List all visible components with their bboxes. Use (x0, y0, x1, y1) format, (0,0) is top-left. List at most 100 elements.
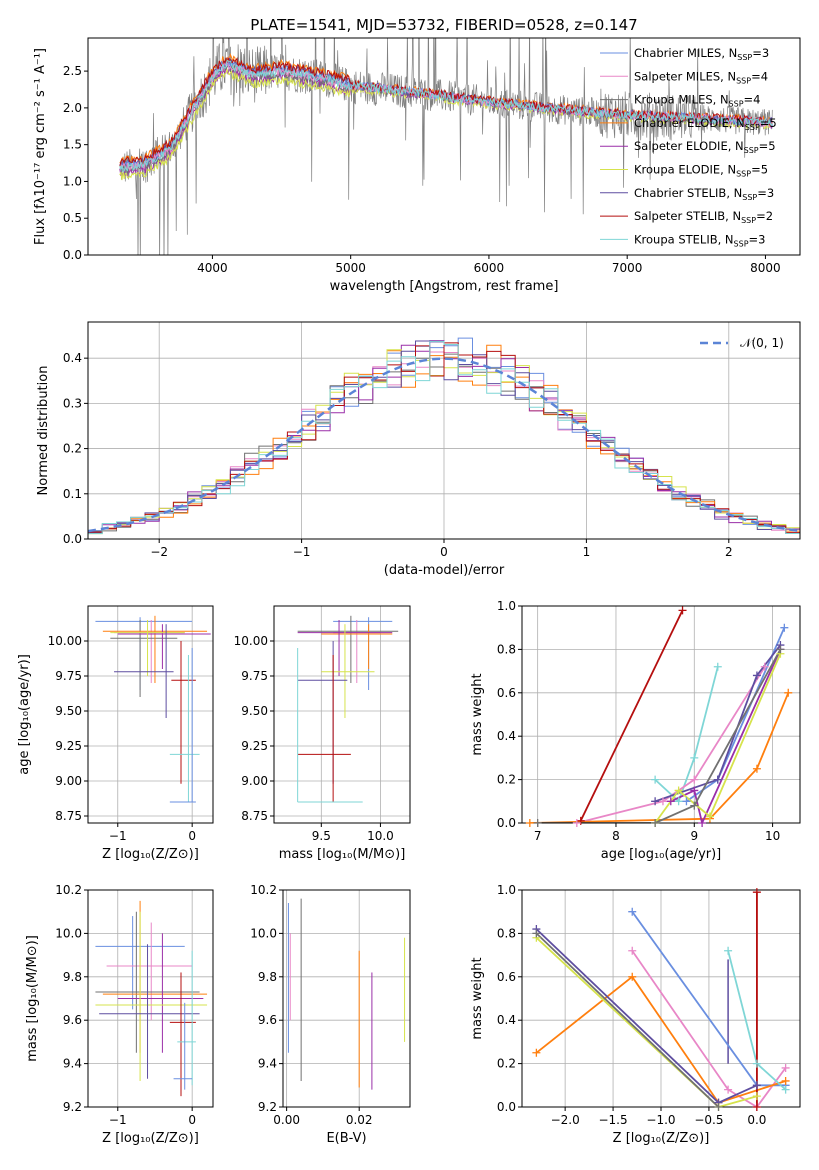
x-axis-label: Z [log₁₀(Z/Z⊙)] (102, 847, 199, 862)
y-tick-label: 2.5 (63, 64, 82, 78)
histogram-series (88, 340, 800, 535)
weight-marker (682, 797, 691, 806)
x-tick-label: −1 (109, 829, 127, 843)
y-tick-label: 0.0 (63, 532, 82, 546)
weight-marker (666, 797, 675, 806)
observed-spectrum (119, 38, 773, 255)
y-tick-label: 0.8 (497, 642, 516, 656)
x-tick-label: 9 (690, 829, 698, 843)
x-tick-label: 6000 (474, 261, 505, 275)
weight-marker (752, 1059, 761, 1068)
weight-marker (780, 623, 789, 632)
y-tick-label: 9.25 (241, 739, 268, 753)
y-axis-label: age [log₁₀(age/yr)] (17, 654, 32, 775)
weight-series-line (535, 928, 758, 1104)
axes-mass-vs-ebv: 0.00 0.02 9.2 9.4 9.6 9.8 10.0 10.2 E(B-V) (250, 883, 411, 1146)
x-tick-label: 7000 (612, 261, 643, 275)
x-axis-label: Z [log₁₀(Z/Z⊙)] (102, 1131, 199, 1146)
weight-marker (533, 819, 542, 827)
y-tick-label: 0.0 (497, 1100, 516, 1114)
weight-marker (752, 1103, 761, 1111)
y-axis-label: mass weight (470, 673, 485, 755)
weight-marker (690, 786, 699, 795)
axes-residuals: −2 −1 0 1 2 0.0 0.1 0.2 0.3 0.4 (data-model)/error… (36, 321, 801, 578)
y-tick-label: 2.0 (63, 101, 82, 115)
axes-frame (87, 37, 801, 256)
weight-series-line (535, 975, 786, 1104)
x-axis-label: wavelength [Angstrom, rest frame] (330, 279, 559, 294)
x-axis-label: Z [log₁₀(Z/Z⊙)] (613, 1131, 710, 1146)
weight-series-line (654, 666, 719, 803)
axes-age-vs-mass: 9.5 10.0 8.75 9.00 9.25 9.50 9.75 10.00 mass [lo… (234, 605, 411, 862)
legend-label: Kroupa STELIB, NSSP=3 (634, 232, 765, 248)
x-tick-label: 4000 (197, 261, 228, 275)
y-tick-label: 10.0 (55, 926, 82, 940)
weight-marker (651, 775, 660, 784)
x-axis-label: (data-model)/error (384, 563, 505, 578)
axes-frame (282, 889, 411, 1108)
legend-label: Salpeter STELIB, NSSP=2 (634, 209, 773, 225)
axes-frame (521, 605, 801, 824)
plot-area-spectrum (119, 38, 773, 255)
x-tick-label: −2.0 (551, 1113, 580, 1127)
axes-mass-vs-Z: −1 0 9.2 9.4 9.6 9.8 10.0 10.2 Z [log₁₀(Z/Z⊙)] ma… (25, 883, 214, 1146)
legend-label: 𝒩(0, 1) (740, 336, 784, 350)
weight-marker (628, 972, 637, 981)
weight-marker (752, 1081, 761, 1090)
weight-marker (690, 753, 699, 762)
weight-marker (752, 888, 761, 897)
weight-marker (658, 797, 667, 806)
model-spectrum-line (119, 59, 773, 173)
x-axis-label: age [log₁₀(age/yr)] (601, 847, 722, 862)
plot-area-mass-vs-ebv (287, 898, 406, 1090)
y-tick-label: 8.75 (55, 809, 82, 823)
x-tick-label: −1 (293, 545, 311, 559)
y-tick-label: 1.5 (63, 138, 82, 152)
weight-marker (525, 819, 534, 827)
x-tick-label: 8 (612, 829, 620, 843)
y-tick-label: 9.6 (258, 1013, 277, 1027)
y-tick-label: 1.0 (63, 174, 82, 188)
x-tick-label: 1 (583, 545, 591, 559)
y-tick-label: 9.00 (55, 774, 82, 788)
weight-series-line (529, 692, 790, 823)
y-tick-label: 9.8 (258, 970, 277, 984)
y-tick-label: 10.00 (48, 634, 82, 648)
y-tick-label: 9.50 (241, 704, 268, 718)
y-tick-label: 0.6 (497, 686, 516, 700)
axes-frame (87, 605, 214, 824)
legend-label: Chabrier ELODIE, NSSP=5 (634, 116, 777, 132)
y-tick-label: 0.5 (63, 211, 82, 225)
y-tick-label: 0.4 (497, 1013, 516, 1027)
y-tick-label: 9.4 (258, 1057, 277, 1071)
y-tick-label: 0.2 (497, 773, 516, 787)
axes-frame (273, 605, 411, 824)
x-tick-label: 7 (534, 829, 542, 843)
weight-series-line (631, 950, 787, 1107)
weight-marker (705, 812, 714, 821)
x-tick-label: −0.5 (694, 1113, 723, 1127)
x-tick-label: −1.0 (646, 1113, 675, 1127)
histogram-series (88, 342, 800, 534)
y-tick-label: 0.6 (497, 970, 516, 984)
y-tick-label: 0.4 (63, 351, 82, 365)
x-axis-label: mass [log₁₀(M/M⊙)] (279, 847, 406, 862)
weight-marker (651, 797, 660, 806)
axes-massweight-vs-Z: −2.0 −1.5 −1.0 −0.5 0.0 0.0 0.2 0.4 0.6 0.8 1.0 Z [… (470, 883, 801, 1146)
y-tick-label: 9.8 (63, 970, 82, 984)
weight-series-line (535, 932, 720, 1107)
weight-marker (752, 671, 761, 680)
weight-marker (781, 1085, 790, 1094)
axes-massweight-vs-age: 7 8 9 10 0.0 0.2 0.4 0.6 0.8 1.0 age [log₁₀(age/yr… (470, 599, 801, 862)
weight-series-line (537, 648, 782, 823)
y-tick-label: 0.0 (497, 816, 516, 830)
y-tick-label: 9.75 (241, 669, 268, 683)
x-tick-label: 0.0 (747, 1113, 766, 1127)
y-axis-label: Flux [fλ10⁻¹⁷ erg cm⁻² s⁻¹ A⁻¹] (33, 48, 48, 245)
weight-marker (572, 819, 581, 827)
weight-marker (532, 929, 541, 938)
figure-title: PLATE=1541, MJD=53732, FIBERID=0528, z=0… (250, 16, 637, 34)
x-axis-label: E(B-V) (326, 1131, 366, 1146)
y-tick-label: 10.2 (55, 883, 82, 897)
